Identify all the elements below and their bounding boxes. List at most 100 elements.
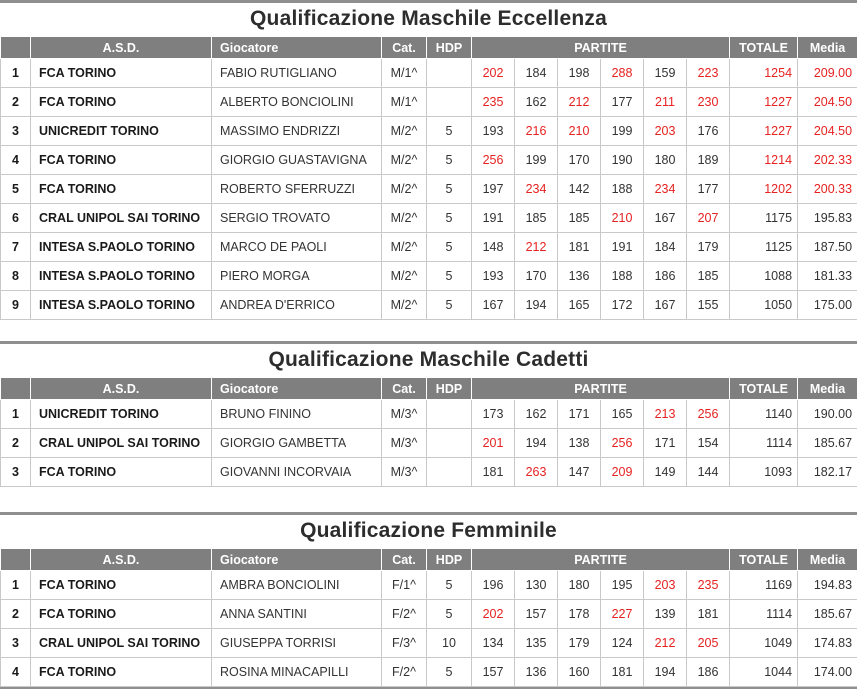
cell-media: 202.33	[798, 146, 857, 175]
cell-game-score: 179	[687, 233, 730, 262]
cell-game-score: 154	[687, 429, 730, 458]
cell-totale: 1227	[730, 88, 798, 117]
cell-game-score: 205	[687, 629, 730, 658]
cell-hdp: 5	[427, 233, 472, 262]
page-title: Qualificazione Femminile	[0, 519, 857, 543]
header-cat: Cat.	[382, 37, 427, 59]
cell-totale: 1202	[730, 175, 798, 204]
cell-game-score: 191	[601, 233, 644, 262]
cell-asd: FCA TORINO	[31, 458, 212, 487]
cell-game-score: 209	[601, 458, 644, 487]
section-maschile-cadetti: Qualificazione Maschile Cadetti A.S.D. G…	[0, 341, 857, 487]
cell-hdp	[427, 458, 472, 487]
cell-cat: F/2^	[382, 658, 427, 687]
cell-game-score: 203	[644, 117, 687, 146]
cell-cat: M/3^	[382, 458, 427, 487]
cell-media: 195.83	[798, 204, 857, 233]
cell-giocatore: ROSINA MINACAPILLI	[212, 658, 382, 687]
cell-rank: 7	[1, 233, 31, 262]
header-media: Media	[798, 378, 857, 400]
header-asd: A.S.D.	[31, 37, 212, 59]
cell-asd: UNICREDIT TORINO	[31, 400, 212, 429]
cell-game-score: 135	[515, 629, 558, 658]
cell-cat: F/3^	[382, 629, 427, 658]
cell-game-score: 179	[558, 629, 601, 658]
cell-asd: FCA TORINO	[31, 88, 212, 117]
cell-game-score: 195	[601, 571, 644, 600]
cell-giocatore: GIOVANNI INCORVAIA	[212, 458, 382, 487]
cell-game-score: 180	[558, 571, 601, 600]
results-table-cadetti: A.S.D. Giocatore Cat. HDP PARTITE TOTALE…	[0, 377, 857, 487]
header-hdp: HDP	[427, 37, 472, 59]
cell-hdp: 5	[427, 146, 472, 175]
cell-game-score: 184	[515, 59, 558, 88]
cell-game-score: 210	[601, 204, 644, 233]
cell-asd: FCA TORINO	[31, 600, 212, 629]
cell-hdp: 5	[427, 175, 472, 204]
cell-giocatore: MASSIMO ENDRIZZI	[212, 117, 382, 146]
cell-game-score: 186	[687, 658, 730, 687]
page-title: Qualificazione Maschile Eccellenza	[0, 7, 857, 31]
cell-game-score: 177	[601, 88, 644, 117]
cell-media: 174.83	[798, 629, 857, 658]
cell-game-score: 167	[472, 291, 515, 320]
cell-game-score: 194	[644, 658, 687, 687]
header-partite: PARTITE	[472, 37, 730, 59]
cell-totale: 1049	[730, 629, 798, 658]
cell-rank: 2	[1, 88, 31, 117]
cell-game-score: 188	[601, 262, 644, 291]
cell-game-score: 234	[644, 175, 687, 204]
results-table-eccellenza: A.S.D. Giocatore Cat. HDP PARTITE TOTALE…	[0, 36, 857, 320]
cell-game-score: 184	[644, 233, 687, 262]
cell-game-score: 165	[558, 291, 601, 320]
cell-totale: 1044	[730, 658, 798, 687]
cell-giocatore: ALBERTO BONCIOLINI	[212, 88, 382, 117]
cell-game-score: 159	[644, 59, 687, 88]
cell-game-score: 207	[687, 204, 730, 233]
cell-cat: M/3^	[382, 429, 427, 458]
cell-game-score: 181	[601, 658, 644, 687]
cell-game-score: 162	[515, 400, 558, 429]
header-totale: TOTALE	[730, 549, 798, 571]
cell-hdp: 5	[427, 600, 472, 629]
header-giocatore: Giocatore	[212, 37, 382, 59]
cell-game-score: 212	[515, 233, 558, 262]
cell-media: 181.33	[798, 262, 857, 291]
cell-game-score: 227	[601, 600, 644, 629]
cell-game-score: 196	[472, 571, 515, 600]
cell-game-score: 194	[515, 291, 558, 320]
cell-game-score: 186	[644, 262, 687, 291]
cell-totale: 1114	[730, 429, 798, 458]
cell-asd: CRAL UNIPOL SAI TORINO	[31, 629, 212, 658]
cell-game-score: 157	[515, 600, 558, 629]
cell-game-score: 185	[515, 204, 558, 233]
cell-totale: 1125	[730, 233, 798, 262]
cell-game-score: 149	[644, 458, 687, 487]
cell-game-score: 211	[644, 88, 687, 117]
cell-game-score: 223	[687, 59, 730, 88]
cell-game-score: 148	[472, 233, 515, 262]
cell-game-score: 212	[558, 88, 601, 117]
cell-game-score: 136	[558, 262, 601, 291]
cell-cat: M/2^	[382, 233, 427, 262]
page-title: Qualificazione Maschile Cadetti	[0, 348, 857, 372]
cell-cat: M/2^	[382, 117, 427, 146]
cell-asd: CRAL UNIPOL SAI TORINO	[31, 429, 212, 458]
cell-media: 190.00	[798, 400, 857, 429]
cell-game-score: 181	[558, 233, 601, 262]
section-maschile-eccellenza: Qualificazione Maschile Eccellenza A.S.D…	[0, 0, 857, 320]
cell-game-score: 130	[515, 571, 558, 600]
cell-game-score: 139	[644, 600, 687, 629]
cell-totale: 1175	[730, 204, 798, 233]
header-hdp: HDP	[427, 549, 472, 571]
header-asd: A.S.D.	[31, 549, 212, 571]
cell-rank: 2	[1, 600, 31, 629]
cell-game-score: 198	[558, 59, 601, 88]
cell-game-score: 134	[472, 629, 515, 658]
